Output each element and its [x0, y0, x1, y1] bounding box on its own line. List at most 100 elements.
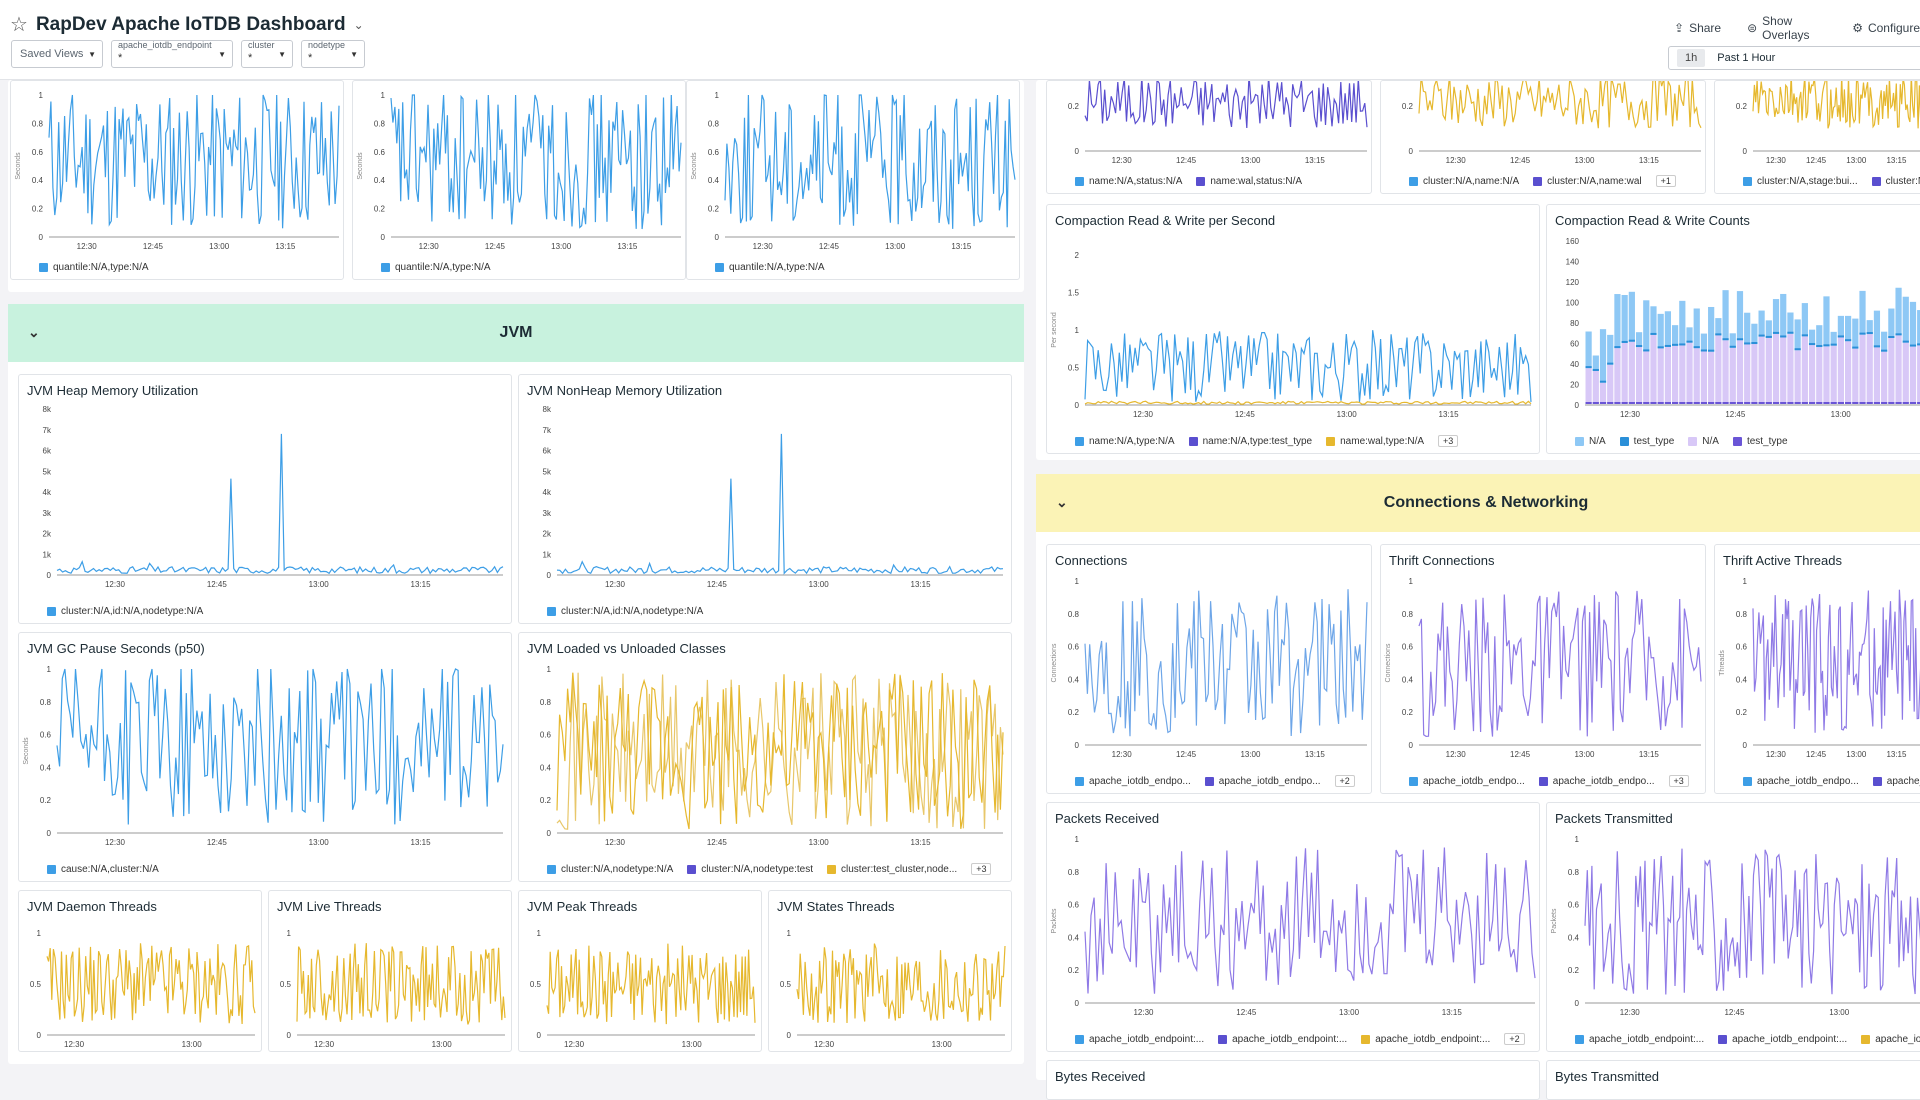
bytes-received-panel: Bytes Received: [1046, 1060, 1540, 1100]
configure-button[interactable]: ⚙ Configure: [1852, 21, 1920, 35]
legend: cluster:N/A,name:N/A cluster:N/A,name:wa…: [1409, 175, 1676, 187]
bar-segment: [1628, 402, 1635, 404]
bar-segment: [1873, 347, 1881, 403]
y-tick-label: 0.2: [1068, 102, 1080, 111]
bar-segment: [1801, 402, 1808, 404]
bar-segment: [1607, 364, 1614, 403]
bar-segment: [1628, 291, 1635, 342]
x-tick-label: 12:30: [1766, 156, 1787, 165]
bar-segment: [1873, 310, 1881, 348]
x-tick-label: 12:45: [143, 242, 164, 251]
bar-segment: [1895, 402, 1902, 404]
y-tick-label: 0.4: [1402, 675, 1414, 684]
bar-segment: [1845, 339, 1852, 342]
bar-segment: [1599, 380, 1607, 383]
x-tick-label: 12:45: [1806, 156, 1827, 165]
bar-segment: [1736, 340, 1744, 403]
y-tick-label: 100: [1566, 299, 1580, 308]
y-tick-label: 0.2: [1568, 966, 1580, 975]
endpoint-variable[interactable]: apache_iotdb_endpoint * ▼: [111, 40, 233, 68]
y-tick-label: 3k: [43, 509, 52, 518]
bar-segment: [1635, 402, 1643, 404]
x-tick-label: 13:15: [1442, 1008, 1463, 1017]
panel-title: JVM States Threads: [777, 899, 895, 914]
y-axis-label: Seconds: [15, 152, 22, 180]
x-tick-label: 13:00: [1240, 156, 1261, 165]
collapse-chevron-icon[interactable]: ⌄: [28, 324, 40, 340]
bar-segment: [1700, 349, 1708, 352]
bar-segment: [1866, 402, 1873, 404]
bar-segment: [1787, 331, 1794, 334]
bar-segment: [1650, 332, 1657, 335]
y-tick-label: 0.8: [32, 119, 44, 128]
y-tick-label: 0: [47, 829, 52, 838]
y-tick-label: 1k: [543, 550, 552, 559]
classes-chart: 0 0.2 0.4 0.6 0.8 1 12:30 12:45 13:00 13:15: [540, 665, 1004, 847]
states-chart: 0 0.5 1 12:30 13:00: [780, 929, 1006, 1049]
bar-segment: [1744, 402, 1751, 404]
bar-segment: [1808, 402, 1816, 404]
bar-segment: [1765, 402, 1772, 404]
x-tick-label: 12:30: [564, 1040, 585, 1049]
y-tick-label: 0.8: [1068, 610, 1080, 619]
x-tick-label: 13:00: [885, 242, 906, 251]
thrift-connections-chart: 0 0.2 0.4 0.6 0.8 1 12:30 12:45 13:00 13:15 Connec…: [1385, 577, 1702, 759]
bar-segment: [1895, 287, 1902, 336]
bar-segment: [1837, 337, 1844, 403]
bar-segment: [1830, 331, 1837, 346]
bar-segment: [1672, 345, 1679, 403]
bar-segment: [1772, 299, 1780, 334]
bar-segment: [1729, 347, 1736, 403]
y-tick-label: 0.2: [540, 796, 552, 805]
y-tick-label: 0.6: [1068, 901, 1080, 910]
y-tick-label: 1: [787, 929, 792, 938]
y-tick-label: 0.5: [780, 980, 792, 989]
jvm-live-panel: JVM Live Threads 0 0.5 1 12:30 13:00: [268, 890, 512, 1052]
x-tick-label: 13:00: [1846, 750, 1867, 759]
y-axis-label: Seconds: [357, 152, 364, 180]
latency-chart-3: 0 0.2 0.4 0.6 0.8 1 12:30 12:45 13:00 13:15 Second…: [691, 91, 1016, 251]
bar-segment: [1700, 333, 1708, 352]
y-tick-label: 1.5: [1068, 289, 1080, 298]
connections-group-header[interactable]: ⌄ Connections & Networking: [1036, 474, 1920, 532]
show-overlays-button[interactable]: ⊜ Show Overlays: [1747, 14, 1810, 42]
x-tick-label: 13:15: [617, 242, 638, 251]
chevron-down-icon[interactable]: ⌄: [353, 17, 364, 32]
series-line: [796, 943, 1006, 1024]
gc-chart: 0 0.2 0.4 0.6 0.8 1 12:30 12:45 13:00 13:15 Second…: [23, 665, 504, 847]
bar-segment: [1859, 334, 1866, 403]
jvm-heap-panel: JVM Heap Memory Utilization 0 1k 2k 3k 4k 5k 6…: [18, 374, 512, 624]
bar-segment: [1830, 345, 1837, 403]
time-range-picker[interactable]: 1h Past 1 Hour: [1668, 46, 1920, 70]
bar-segment: [1751, 402, 1758, 404]
collapse-chevron-icon[interactable]: ⌄: [1056, 494, 1068, 510]
panel-title: JVM Heap Memory Utilization: [27, 383, 199, 398]
dashboard-title[interactable]: RapDev Apache IoTDB Dashboard: [35, 13, 346, 35]
x-tick-label: 12:45: [1724, 1008, 1745, 1017]
bar-segment: [1643, 402, 1650, 404]
jvm-group-header[interactable]: ⌄ JVM: [8, 304, 1024, 362]
bar-segment: [1859, 332, 1866, 335]
bar-segment: [1845, 402, 1852, 404]
favorite-star-icon[interactable]: ☆: [10, 14, 28, 36]
bar-segment: [1751, 323, 1758, 345]
cluster-variable[interactable]: cluster * ▼: [241, 40, 293, 68]
x-tick-label: 12:30: [105, 580, 126, 589]
bar-segment: [1808, 329, 1816, 346]
bar-segment: [1599, 382, 1607, 403]
y-tick-label: 0: [287, 1031, 292, 1040]
y-tick-label: 0.4: [1068, 933, 1080, 942]
series-line: [1084, 81, 1368, 129]
nodetype-variable[interactable]: nodetype * ▼: [301, 40, 365, 68]
x-tick-label: 13:15: [1639, 750, 1660, 759]
saved-views-select[interactable]: Saved Views ▼: [11, 40, 103, 68]
bar-segment: [1780, 293, 1787, 338]
share-button[interactable]: ⇪ Share: [1674, 21, 1722, 35]
panel-title: JVM Live Threads: [277, 899, 382, 914]
y-tick-label: 0.8: [1068, 868, 1080, 877]
bar-segment: [1888, 402, 1895, 404]
y-axis-label: Packets: [1551, 908, 1558, 933]
bar-segment: [1736, 291, 1744, 341]
